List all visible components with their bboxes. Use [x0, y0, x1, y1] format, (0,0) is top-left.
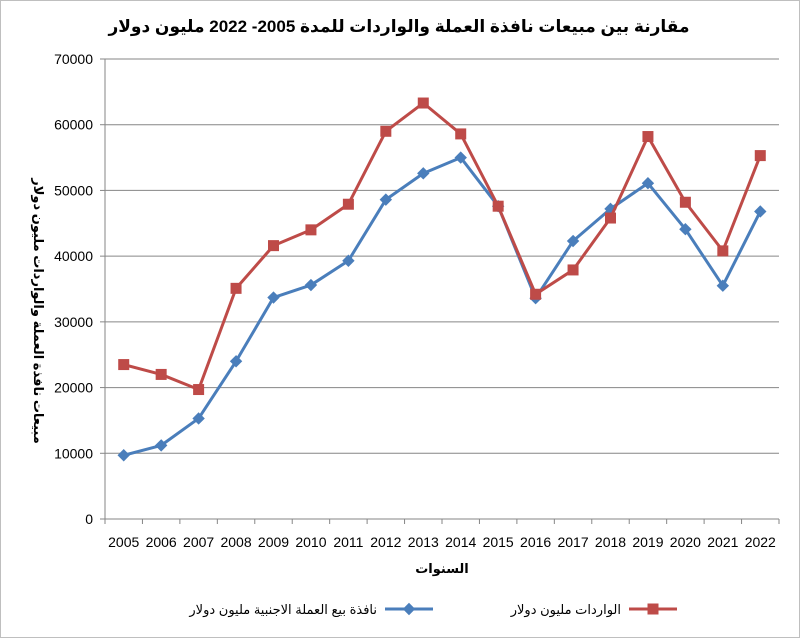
y-tick-label: 40000	[54, 248, 93, 264]
series-2-point	[717, 245, 729, 257]
x-tick-label: 2021	[707, 534, 738, 550]
series-2-point	[380, 125, 392, 137]
x-tick-label: 2020	[670, 534, 701, 550]
series-1-point	[192, 412, 205, 425]
legend-entry-2: الواردات مليون دولار	[510, 602, 677, 618]
x-tick-label: 2008	[220, 534, 251, 550]
series-1-point	[304, 278, 318, 292]
legend: الواردات مليون دولار نافذة بيع العملة الا…	[188, 602, 677, 618]
y-tick-label: 30000	[54, 314, 93, 330]
x-tick-label: 2013	[408, 534, 439, 550]
legend-label: نافذة بيع العملة الاجنبية مليون دولار	[188, 602, 377, 618]
x-tick-label: 2006	[146, 534, 177, 550]
series-2-point	[455, 128, 467, 140]
series-1-point	[641, 176, 655, 190]
series-2-point	[605, 212, 616, 224]
series-2-point	[642, 131, 654, 143]
y-tick-label: 0	[85, 511, 93, 527]
series-2-point	[492, 200, 504, 212]
x-tick-label: 2017	[557, 534, 588, 550]
series-1-point	[679, 222, 692, 236]
series-2-point	[342, 198, 354, 210]
y-tick-label: 10000	[54, 445, 93, 461]
series-2-point	[230, 282, 242, 294]
chart-title: مقارنة بين مبيعات نافذة العملة والواردات…	[107, 17, 689, 37]
series-2	[118, 97, 766, 396]
series-1-line	[123, 156, 762, 457]
y-tick-label: 50000	[54, 182, 93, 198]
y-tick-label: 20000	[54, 380, 93, 396]
legend-marker-swatch	[402, 602, 416, 616]
series-1-point	[417, 167, 430, 180]
x-tick-label: 2014	[445, 534, 476, 550]
x-tick-label: 2007	[183, 534, 214, 550]
y-axis-ticks: 0 10000 20000 30000 40000 50000 60000 70000	[54, 51, 105, 527]
x-tick-label: 2010	[295, 534, 326, 550]
series-2-point	[155, 368, 167, 380]
series-1-point	[342, 254, 355, 267]
y-tick-label: 60000	[54, 117, 93, 133]
x-axis-ticks: 2005 2006 2007 2008 2009 2010 2011 2012 2013 2014…	[104, 519, 780, 550]
legend-marker-swatch	[647, 603, 659, 615]
series-1-point	[379, 193, 393, 206]
series-2-line	[123, 101, 762, 392]
x-tick-label: 2018	[595, 534, 626, 550]
legend-entry-1: نافذة بيع العملة الاجنبية مليون دولار	[188, 602, 433, 618]
series-2-point	[417, 97, 429, 109]
x-tick-label: 2022	[745, 534, 776, 550]
series-2-point	[754, 150, 766, 162]
series-1-point	[267, 291, 280, 304]
x-tick-label: 2009	[258, 534, 289, 550]
x-tick-label: 2015	[483, 534, 514, 550]
x-tick-label: 2005	[108, 534, 139, 550]
x-tick-label: 2019	[632, 534, 663, 550]
series-1-point	[566, 234, 580, 248]
series-1-point	[229, 355, 243, 368]
series-2-point	[118, 359, 130, 371]
y-axis-label: مبيعات نافذة العملة والواردات مليون دولا…	[31, 177, 46, 444]
x-tick-label: 2016	[520, 534, 551, 550]
y-tick-label: 70000	[54, 51, 93, 67]
series-layer	[117, 97, 767, 462]
series-2-point	[679, 196, 691, 208]
x-tick-label: 2012	[370, 534, 401, 550]
series-2-point	[268, 240, 279, 252]
series-1-point	[754, 205, 767, 218]
series-1-point	[117, 449, 130, 462]
series-2-point	[193, 384, 205, 396]
x-axis-label: السنوات	[415, 561, 469, 576]
series-1-point	[154, 439, 168, 452]
series-1-point	[454, 151, 467, 164]
series-2-point	[305, 224, 317, 236]
legend-label: الواردات مليون دولار	[510, 602, 621, 618]
series-1	[117, 151, 767, 462]
series-2-point	[567, 264, 579, 276]
series-2-point	[530, 288, 542, 300]
x-tick-label: 2011	[333, 534, 363, 550]
series-1-point	[716, 279, 730, 292]
